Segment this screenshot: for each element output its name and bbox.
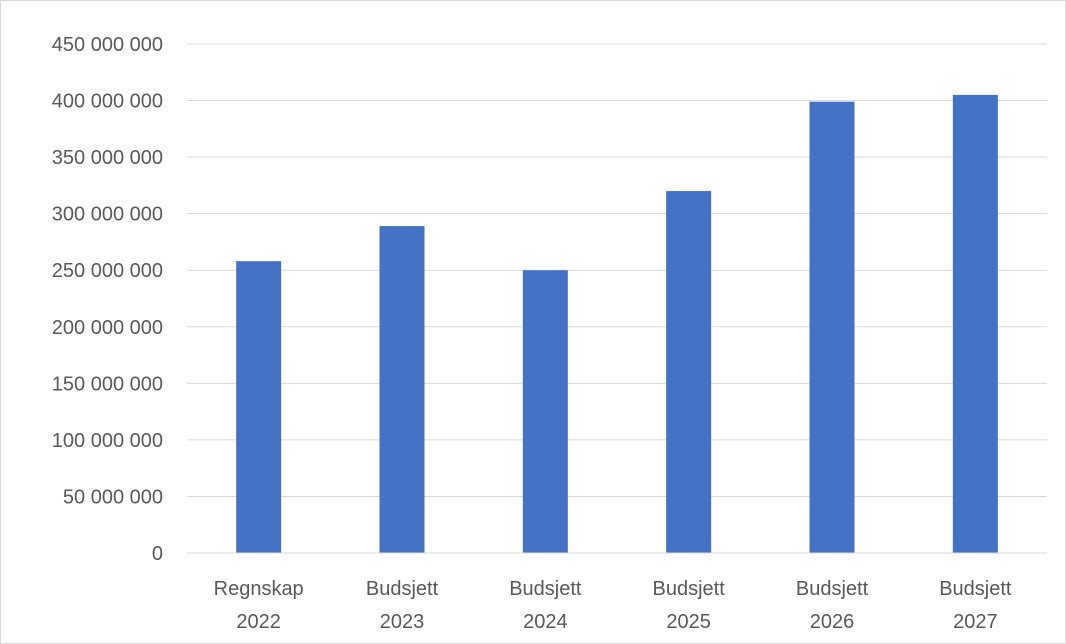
y-tick-label: 350 000 000 <box>52 147 163 169</box>
x-tick-label: Budsjett <box>653 578 726 600</box>
bar <box>522 270 568 553</box>
x-tick-label: Budsjett <box>509 578 582 600</box>
y-tick-label: 250 000 000 <box>52 260 163 282</box>
bars <box>236 94 998 554</box>
y-tick-label: 300 000 000 <box>52 204 163 226</box>
x-tick-label: Budsjett <box>796 578 869 600</box>
y-tick-label: 100 000 000 <box>52 430 163 452</box>
y-tick-label: 0 <box>152 543 163 565</box>
bar <box>236 261 282 553</box>
x-tick-label: 2026 <box>810 611 855 633</box>
bar <box>809 101 855 553</box>
bar <box>666 191 712 554</box>
gridlines <box>187 43 1047 497</box>
x-tick-label: 2023 <box>380 611 425 633</box>
y-tick-label: 450 000 000 <box>52 34 163 56</box>
y-tick-label: 400 000 000 <box>52 91 163 113</box>
y-tick-label: 150 000 000 <box>52 373 163 395</box>
x-axis-tick-labels: Regnskap 2022 Budsjett 2023 Budsjett 2024 Buds… <box>214 578 1012 633</box>
y-axis-tick-labels: 0 50 000 000 100 000 000 150 000 000 200 000… <box>52 34 163 565</box>
x-tick-label: 2022 <box>236 611 281 633</box>
x-tick-label: Regnskap <box>214 578 304 600</box>
x-tick-label: Budsjett <box>939 578 1012 600</box>
bar <box>379 226 425 553</box>
bar <box>952 94 998 554</box>
y-tick-label: 50 000 000 <box>63 486 163 508</box>
x-tick-label: 2024 <box>523 611 568 633</box>
x-tick-label: Budsjett <box>366 578 439 600</box>
y-tick-label: 200 000 000 <box>52 317 163 339</box>
x-tick-label: 2025 <box>666 611 711 633</box>
x-tick-label: 2027 <box>953 611 998 633</box>
